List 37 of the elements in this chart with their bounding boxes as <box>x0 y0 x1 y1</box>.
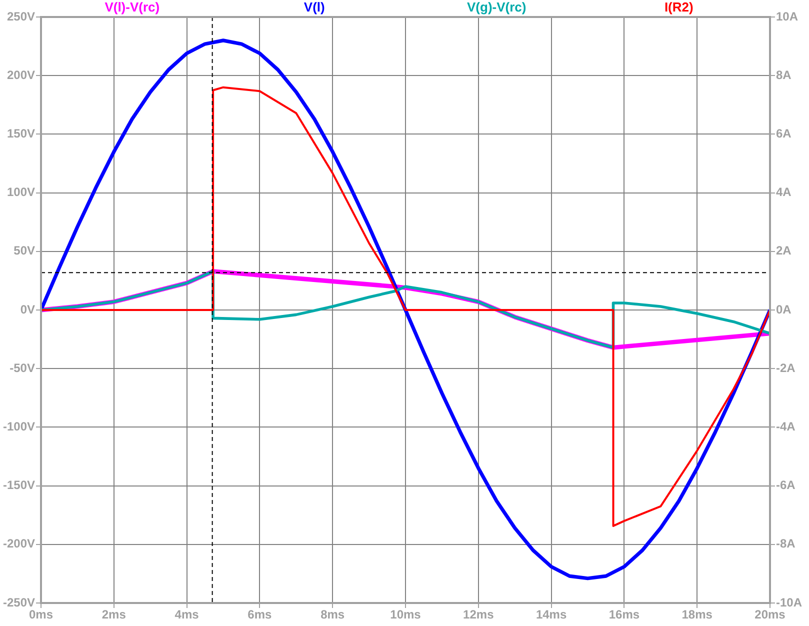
y2-tick-label: 6A <box>776 126 792 141</box>
y-tick-label: -200V <box>2 536 35 551</box>
x-tick-label: 18ms <box>682 608 713 622</box>
x-tick-label: 12ms <box>463 608 494 622</box>
x-tick-label: 10ms <box>390 608 422 622</box>
y-tick-label: 200V <box>6 68 35 82</box>
y-tick-label: -250V <box>2 595 35 610</box>
x-tick-label: 2ms <box>102 608 126 622</box>
y-tick-label: -100V <box>2 420 35 434</box>
y2-tick-label: -10A <box>776 595 802 610</box>
x-tick-label: 8ms <box>320 608 345 622</box>
text: V(l) <box>304 0 325 15</box>
text: V(l)-V(rc) <box>104 0 160 15</box>
x-tick-label: 16ms <box>608 608 640 622</box>
text: I(R2) <box>664 0 694 15</box>
x-tick-label: 4ms <box>174 608 200 622</box>
y-tick-label: 100V <box>6 185 35 200</box>
y-tick-label: 250V <box>6 9 35 24</box>
text: V(g)-V(rc) <box>467 0 526 15</box>
y-tick-label: 150V <box>6 126 35 141</box>
y2-tick-label: 0A <box>776 302 792 316</box>
y2-tick-label: 4A <box>776 185 792 200</box>
y-tick-label: -150V <box>2 478 35 492</box>
y2-tick-label: 8A <box>776 68 792 82</box>
y2-tick-label: -8A <box>776 536 796 551</box>
x-tick-label: 20ms <box>754 608 786 622</box>
x-tick-label: 14ms <box>536 608 567 622</box>
y-tick-label: -50V <box>10 360 35 375</box>
y-tick-label: 0V <box>20 302 35 316</box>
y2-tick-label: -4A <box>776 420 796 434</box>
x-tick-label: 0ms <box>28 608 54 622</box>
x-tick-label: 6ms <box>248 608 272 622</box>
y-tick-label: 50V <box>14 244 35 258</box>
y2-tick-label: -6A <box>776 478 796 492</box>
y2-tick-label: 10A <box>776 9 798 24</box>
y2-tick-label: -2A <box>776 360 796 375</box>
y2-tick-label: 2A <box>776 244 792 258</box>
